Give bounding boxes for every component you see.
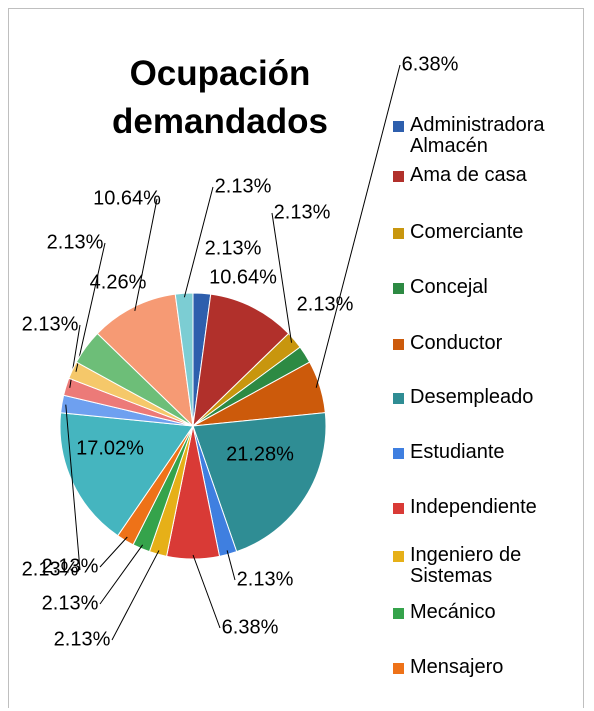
data-label: 6.38% [402,53,459,75]
legend-label: Ingeniero de Sistemas [410,544,522,587]
leader-line [99,544,144,605]
data-label: 21.28% [226,443,294,465]
data-label: 2.13% [297,293,354,315]
legend-label: Independiente [410,496,537,518]
leader-line [134,198,158,311]
legend-swatch [393,283,404,294]
data-label: 2.13% [237,568,294,590]
leader-line [65,404,81,571]
data-label: 2.13% [42,592,99,614]
leader-line [192,554,221,629]
data-label: 4.26% [90,271,147,293]
leader-line [226,550,236,581]
data-label: 2.13% [47,231,104,253]
leader-line [111,550,160,641]
leader-line [271,212,293,343]
legend-swatch [393,503,404,514]
legend-swatch [393,663,404,674]
legend-label: Administradora Almacén [410,114,545,157]
pie-slice [192,412,327,553]
legend-label: Ama de casa [410,164,527,186]
legend-swatch [393,339,404,350]
data-label: 2.13% [22,313,79,335]
data-label: 17.02% [76,437,144,459]
legend-swatch [393,393,404,404]
legend-swatch [393,551,404,562]
data-label: 10.64% [93,187,161,209]
legend-swatch [393,228,404,239]
data-label: 2.13% [205,237,262,259]
legend-swatch [393,448,404,459]
data-label: 6.38% [222,616,279,638]
legend-label: Concejal [410,276,488,298]
legend-label: Mecánico [410,601,496,623]
leader-line [75,242,106,372]
legend-label: Desempleado [410,386,534,408]
legend-swatch [393,608,404,619]
pie-slice [96,293,194,428]
leader-line [183,186,214,298]
chart-frame [8,8,584,708]
data-label: 2.13% [42,555,99,577]
data-label: 2.13% [215,175,272,197]
legend-label: Mensajero [410,656,504,678]
data-label: 2.13% [274,201,331,223]
legend-swatch [393,121,404,132]
data-label: 2.13% [22,558,79,580]
data-label: 10.64% [209,266,277,288]
legend-swatch [393,171,404,182]
legend-label: Estudiante [410,441,505,463]
legend-label: Conductor [410,332,503,354]
leader-line [315,64,401,388]
pie-slice [192,293,290,428]
legend-label: Comerciante [410,221,524,243]
chart-title: Ocupación demandados [112,54,328,141]
data-label: 2.13% [54,628,111,650]
leader-line [99,536,128,568]
pie-slice [174,292,194,427]
